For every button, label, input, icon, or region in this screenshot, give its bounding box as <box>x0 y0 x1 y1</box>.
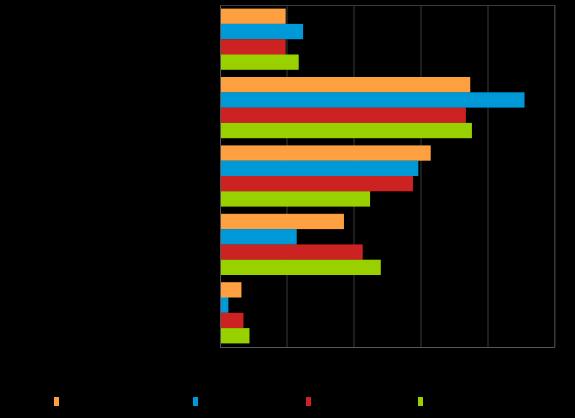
legend-item <box>306 396 311 406</box>
bar <box>220 92 525 108</box>
legend <box>0 392 575 410</box>
bar <box>220 107 466 123</box>
bar <box>220 39 286 55</box>
bar <box>220 312 244 329</box>
bar <box>220 213 344 230</box>
legend-swatch <box>193 396 198 406</box>
bar-chart <box>220 5 556 348</box>
bar <box>220 122 472 139</box>
bar <box>220 259 381 275</box>
bar <box>220 8 286 24</box>
bar <box>220 244 363 260</box>
bar <box>220 77 471 93</box>
bar <box>220 191 371 207</box>
bar <box>220 297 229 313</box>
legend-item <box>418 396 423 406</box>
bar <box>220 176 413 192</box>
bar <box>220 160 419 176</box>
bar <box>220 23 304 40</box>
bar <box>220 328 250 344</box>
legend-item <box>193 396 198 406</box>
legend-swatch <box>418 396 423 406</box>
bar <box>220 54 299 70</box>
legend-swatch <box>54 396 59 406</box>
bar <box>220 229 297 245</box>
bar <box>220 282 242 298</box>
bar <box>220 145 431 161</box>
legend-item <box>54 396 59 406</box>
legend-swatch <box>306 396 311 406</box>
